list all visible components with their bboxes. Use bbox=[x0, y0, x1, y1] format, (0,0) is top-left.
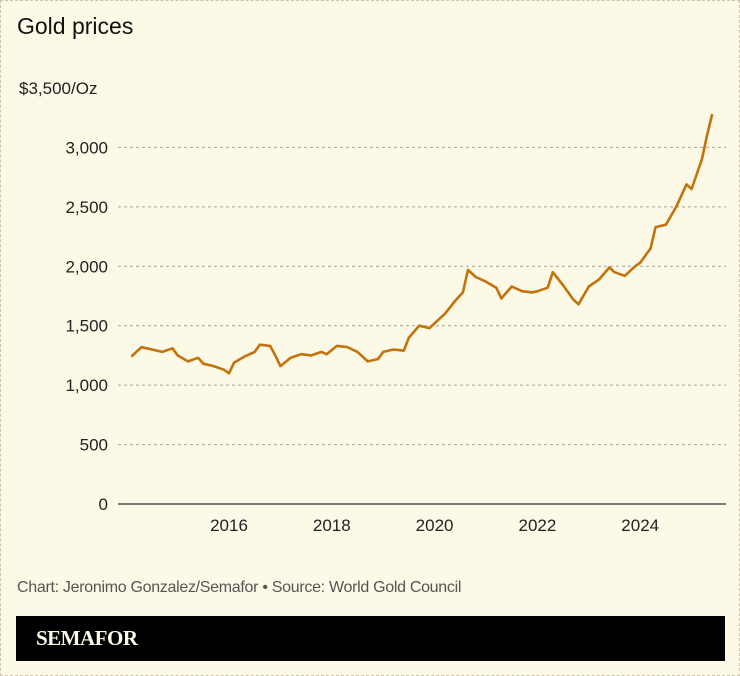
y-tick-label: 1,000 bbox=[65, 376, 108, 395]
x-tick-label: 2016 bbox=[210, 516, 248, 535]
y-tick-label: $3,500/Oz bbox=[19, 79, 97, 98]
line-chart: 0 500 1,000 1,500 2,000 2,500 3,000 $3,500/Oz 2… bbox=[19, 79, 726, 535]
y-tick-label: 0 bbox=[99, 495, 108, 514]
chart-title: Gold prices bbox=[17, 13, 134, 39]
x-tick-label: 2020 bbox=[416, 516, 454, 535]
semafor-logo: SEMAFOR bbox=[36, 626, 138, 650]
brand-bar: SEMAFOR bbox=[16, 616, 725, 661]
x-axis-ticks: 2016 2018 2020 2022 2024 bbox=[210, 516, 659, 535]
x-tick-label: 2024 bbox=[621, 516, 659, 535]
y-tick-label: 3,000 bbox=[65, 138, 108, 157]
gold-price-line bbox=[130, 113, 714, 375]
x-tick-label: 2018 bbox=[313, 516, 351, 535]
x-tick-label: 2022 bbox=[518, 516, 556, 535]
y-tick-label: 2,500 bbox=[65, 198, 108, 217]
y-tick-label: 1,500 bbox=[65, 317, 108, 336]
y-tick-label: 2,000 bbox=[65, 257, 108, 276]
chart-credit: Chart: Jeronimo Gonzalez/Semafor • Sourc… bbox=[17, 579, 462, 596]
y-axis-ticks: 0 500 1,000 1,500 2,000 2,500 3,000 $3,500/Oz bbox=[19, 79, 108, 514]
gridlines bbox=[118, 146, 726, 505]
y-tick-label: 500 bbox=[80, 436, 108, 455]
